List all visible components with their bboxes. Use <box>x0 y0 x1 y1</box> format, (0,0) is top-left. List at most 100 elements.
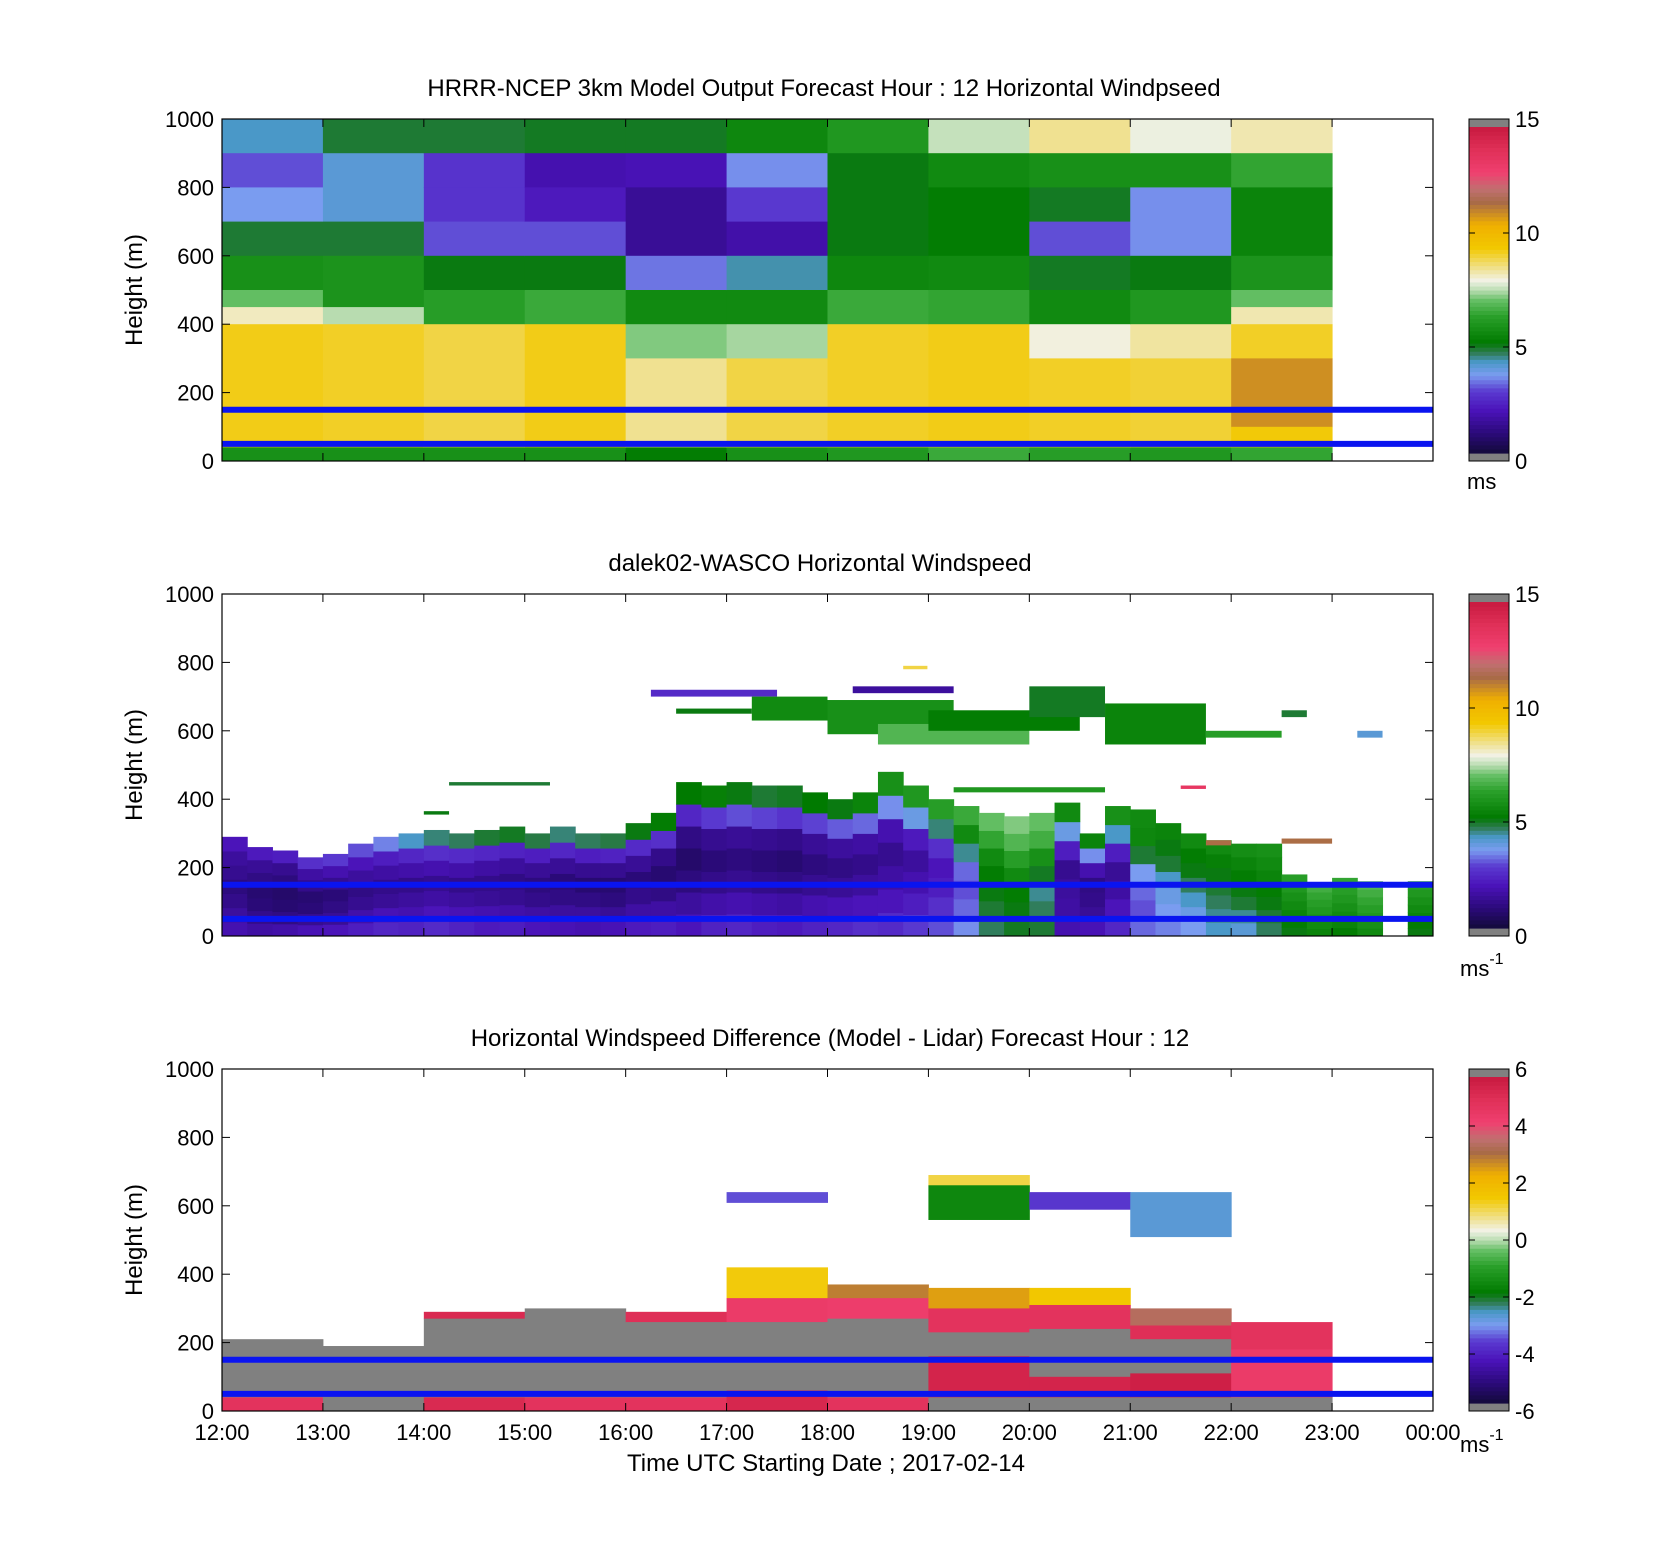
colorbar-segment <box>1469 1354 1509 1359</box>
colorbar-segment <box>1469 1227 1509 1233</box>
heatmap-cell <box>625 1311 728 1323</box>
lidar-profile-cell <box>1105 898 1131 918</box>
lidar-profile-cell <box>1407 889 1434 898</box>
y-tick-label: 1000 <box>165 107 214 132</box>
colorbar-segment <box>1469 732 1509 738</box>
colorbar-segment <box>1469 1313 1509 1319</box>
y-axis-label: Height (m) <box>121 709 148 821</box>
colorbar-segment <box>1469 139 1509 144</box>
heatmap-cell <box>1130 1325 1232 1340</box>
lidar-profile-cell <box>676 848 702 871</box>
lidar-profile-cell <box>297 902 324 915</box>
colorbar-overflow <box>1469 119 1509 127</box>
lidar-profile-cell <box>701 785 728 808</box>
heatmap-cell <box>524 1308 627 1398</box>
plot-area <box>222 119 1433 462</box>
colorbar-segment <box>1469 306 1509 311</box>
lidar-profile-cell <box>726 782 753 805</box>
heatmap-cell <box>827 255 929 291</box>
colorbar-segment <box>1469 273 1509 279</box>
heatmap-cell <box>222 1397 324 1412</box>
colorbar-segment <box>1469 363 1509 369</box>
lidar-profile-cell <box>322 924 349 937</box>
lidar-profile-cell <box>272 923 299 937</box>
heatmap-cell <box>423 1311 526 1320</box>
colorbar-segment <box>1469 351 1509 356</box>
lidar-profile-cell <box>373 865 400 880</box>
colorbar-segment <box>1469 1260 1509 1266</box>
lidar-profile-cell <box>676 826 702 849</box>
lidar-profile-cell <box>1357 889 1384 898</box>
colorbar-segment <box>1469 1276 1509 1282</box>
colorbar-segment <box>1469 1199 1509 1204</box>
colorbar-segment <box>1469 167 1509 173</box>
lidar-profile-cell <box>726 870 753 893</box>
lidar-profile-cell <box>928 838 955 859</box>
colorbar-segment <box>1469 277 1509 283</box>
x-tick-label: 18:00 <box>800 1420 855 1445</box>
colorbar-overflow <box>1469 1069 1509 1077</box>
y-tick-label: 200 <box>177 381 214 406</box>
colorbar-segment <box>1469 899 1509 905</box>
colorbar-segment <box>1469 347 1509 352</box>
colorbar-segment <box>1469 184 1509 189</box>
lidar-profile-cell <box>499 857 526 874</box>
lidar-profile-cell <box>1054 840 1081 861</box>
lidar-profile-cell <box>852 792 879 814</box>
lidar-aloft-segment <box>1180 785 1206 789</box>
heatmap-cell <box>1130 358 1232 448</box>
lidar-profile-cell <box>1180 921 1207 937</box>
lidar-aloft-segment <box>1029 686 1106 718</box>
colorbar-segment <box>1469 1366 1509 1371</box>
heatmap-cell <box>827 447 929 462</box>
lidar-profile-cell <box>1281 874 1308 884</box>
lidar-profile-cell <box>1231 922 1257 937</box>
colorbar-segment <box>1469 432 1509 438</box>
lidar-profile-cell <box>1079 921 1106 937</box>
colorbar-segment <box>1469 1231 1509 1237</box>
heatmap-cell <box>1029 1397 1131 1412</box>
heatmap-cell <box>928 153 1030 188</box>
heatmap-cell <box>1029 324 1131 359</box>
lidar-aloft-segment <box>423 811 450 815</box>
lidar-profile-cell <box>600 921 627 937</box>
colorbar-tick-label: -2 <box>1515 1285 1535 1310</box>
heatmap-cell <box>928 290 1030 325</box>
colorbar-segment <box>1469 1240 1509 1245</box>
colorbar-segment <box>1469 1382 1509 1388</box>
lidar-profile-cell <box>499 920 526 937</box>
lidar-profile-cell <box>1205 853 1232 869</box>
lidar-profile-cell <box>1357 904 1384 914</box>
y-tick-label: 400 <box>177 312 214 337</box>
colorbar-segment <box>1469 281 1509 287</box>
heatmap-cell <box>1029 358 1131 448</box>
lidar-profile-cell <box>802 812 828 834</box>
colorbar-segment <box>1469 151 1509 157</box>
colorbar-segment <box>1469 866 1509 872</box>
colorbar-segment <box>1469 302 1509 307</box>
lidar-profile-cell <box>777 850 803 873</box>
colorbar-segment <box>1469 687 1509 693</box>
colorbar-segment <box>1469 200 1509 206</box>
lidar-profile-cell <box>726 826 753 849</box>
colorbar-segment <box>1469 1142 1509 1147</box>
heatmap-cell <box>423 187 526 223</box>
colorbar-segment <box>1469 416 1509 421</box>
colorbar-segment <box>1469 290 1509 295</box>
heatmap-cell <box>928 1287 1030 1309</box>
heatmap-cell <box>1231 187 1333 257</box>
heatmap-cell <box>524 153 627 188</box>
colorbar-segment <box>1469 245 1509 250</box>
colorbar-segment <box>1469 789 1509 795</box>
axes: 0 200 400 600 800 1000 <box>165 107 1434 474</box>
colorbar-segment <box>1469 1309 1509 1314</box>
heatmap-cell <box>222 119 324 154</box>
heatmap-cell <box>625 153 728 188</box>
colorbar-segment <box>1469 1134 1509 1139</box>
colorbar-segment <box>1469 663 1509 668</box>
axes: 0 200 400 600 800 1000 <box>165 582 1434 949</box>
lidar-profile-cell <box>524 848 551 864</box>
lidar-profile-cell <box>751 785 778 808</box>
colorbar-segment <box>1469 756 1509 762</box>
colorbar-segment <box>1469 638 1509 644</box>
